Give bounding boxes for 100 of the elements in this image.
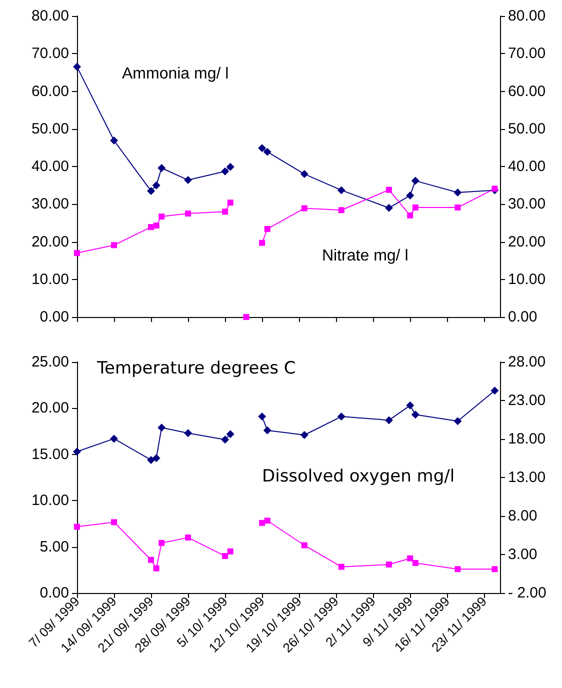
point [153, 565, 160, 572]
y2-tick-label: 3.00 [508, 546, 538, 563]
point [111, 242, 118, 248]
point [147, 456, 156, 464]
point [406, 401, 414, 410]
y-tick-label: 0.00 [40, 308, 69, 326]
point [407, 212, 414, 218]
point [148, 224, 154, 230]
y-tick-label: 80.00 [31, 8, 69, 24]
point [110, 434, 118, 443]
y-tick-label: 40.00 [31, 158, 69, 175]
point [492, 566, 498, 572]
point [412, 204, 418, 211]
point [158, 424, 166, 432]
series-label: Dissolved oxygen mg/l [262, 466, 455, 486]
y-tick-label: 50.00 [31, 120, 69, 138]
point [411, 176, 420, 185]
y2-tick-label: 50.00 [508, 120, 546, 138]
point [454, 188, 462, 196]
point [386, 186, 392, 193]
point [185, 210, 192, 217]
y-tick-label: 20.00 [31, 233, 69, 250]
y2-tick-label: 10.00 [508, 270, 546, 288]
point [158, 214, 165, 220]
point [406, 191, 414, 200]
point [263, 148, 272, 156]
point [147, 186, 156, 195]
point [454, 417, 462, 426]
point [158, 164, 166, 172]
point [111, 519, 118, 526]
point [407, 555, 414, 562]
y2-tick-label: 13.00 [508, 469, 546, 486]
point [338, 207, 344, 214]
point [492, 186, 498, 192]
point [386, 562, 392, 568]
series-label: Nitrate mg/ l [322, 248, 408, 264]
point [300, 170, 308, 178]
point [148, 556, 154, 563]
point [258, 412, 266, 421]
point [338, 564, 344, 570]
point [226, 162, 234, 171]
point [153, 222, 160, 229]
y-tick-label: 70.00 [31, 45, 69, 62]
point [411, 410, 420, 419]
y-tick-label: 10.00 [31, 492, 69, 510]
point [384, 204, 393, 212]
y-tick-label: 60.00 [31, 82, 69, 100]
point [258, 144, 266, 152]
point [490, 386, 499, 395]
point [185, 534, 192, 541]
point [184, 176, 192, 184]
point [301, 542, 308, 548]
y2-tick-label: 28.00 [508, 354, 546, 370]
point [337, 412, 346, 421]
y2-tick-label: 0.00 [508, 308, 538, 326]
y2-tick-label: 18.00 [508, 430, 546, 448]
point [301, 205, 308, 212]
y2-tick-label: 40.00 [508, 158, 546, 175]
y-tick-label: 5.00 [40, 538, 69, 556]
point [263, 426, 272, 434]
text: Temperature degrees C [96, 358, 296, 378]
point [152, 454, 160, 462]
point [222, 553, 228, 560]
point [158, 540, 165, 546]
point [337, 186, 346, 194]
point [222, 208, 228, 215]
point [264, 518, 270, 524]
point [152, 181, 160, 190]
y-tick-label: 0.00 [40, 584, 69, 602]
point [226, 430, 234, 438]
point [73, 62, 81, 71]
point [74, 250, 80, 256]
point [227, 200, 234, 206]
point [259, 240, 266, 246]
y2-tick-label: 20.00 [508, 233, 546, 250]
point [259, 520, 266, 526]
point [454, 204, 461, 211]
point [243, 314, 250, 320]
y2-tick-label: 30.00 [508, 196, 546, 213]
point [221, 436, 230, 444]
point [300, 430, 308, 439]
y2-tick-label: 80.00 [508, 8, 546, 24]
point [221, 167, 230, 176]
point [384, 416, 393, 424]
point [227, 548, 234, 554]
point [264, 226, 270, 232]
y2-tick-label: 60.00 [508, 82, 546, 100]
y2-tick-label: - 2.00 [508, 584, 546, 602]
y2-tick-label: 8.00 [508, 508, 538, 524]
y2-tick-label: 70.00 [508, 45, 546, 62]
point [454, 566, 461, 572]
text: Ammonia mg/ l [122, 66, 229, 82]
point [412, 560, 418, 566]
point [184, 429, 192, 438]
y-tick-label: 30.00 [31, 196, 69, 213]
point [74, 524, 80, 530]
y-tick-label: 15.00 [31, 446, 69, 463]
point [73, 448, 81, 456]
y2-tick-label: 23.00 [508, 392, 546, 409]
y-tick-label: 10.00 [31, 270, 69, 288]
